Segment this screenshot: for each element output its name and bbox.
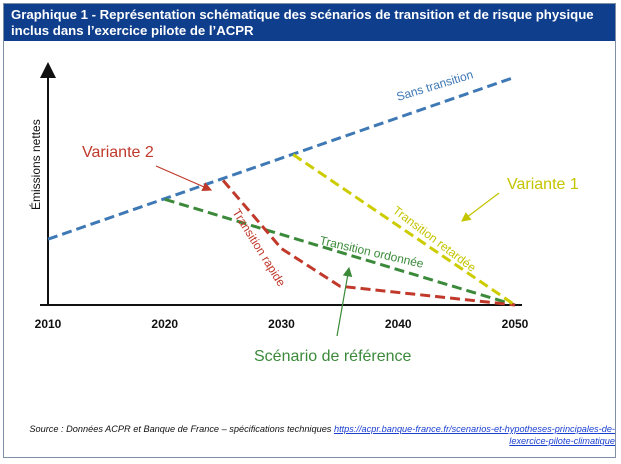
x-tick-label-2020: 2020 xyxy=(151,317,178,331)
figure-frame: Graphique 1 - Représentation schématique… xyxy=(3,3,616,458)
x-tick-label-2030: 2030 xyxy=(268,317,295,331)
series-line-transition-retard-e xyxy=(292,153,516,307)
source-prefix: Source : Données ACPR et Banque de Franc… xyxy=(29,424,334,434)
x-tick-label-2040: 2040 xyxy=(385,317,412,331)
arrow-variante-1 xyxy=(461,192,500,222)
source-note: Source : Données ACPR et Banque de Franc… xyxy=(22,423,615,447)
figure-title: Graphique 1 - Représentation schématique… xyxy=(11,7,594,38)
annotation-variante-1: Variante 1 xyxy=(507,176,579,193)
arrow-variante-2 xyxy=(155,165,213,192)
annotation-scenario-reference: Scénario de référence xyxy=(254,348,412,365)
arrow-scenario-reference xyxy=(336,266,353,337)
x-tick-label-2050: 2050 xyxy=(502,317,529,331)
label-sans-transition: Sans transition xyxy=(395,67,475,104)
source-link[interactable]: https://acpr.banque-france.fr/scenarios-… xyxy=(333,424,615,446)
x-tick-label-2010: 2010 xyxy=(35,317,62,331)
series-layer xyxy=(47,75,516,307)
x-tick-labels: 2010 2020 2030 2040 2050 xyxy=(35,317,529,331)
series-line-sans-transition xyxy=(47,75,516,241)
y-axis-label: Émissions nettes xyxy=(28,119,43,210)
figure-header: Graphique 1 - Représentation schématique… xyxy=(4,4,615,41)
annotation-variante-2: Variante 2 xyxy=(82,144,154,161)
label-transition-rapide: Transition rapide xyxy=(229,206,288,289)
series-line-transition-rapide xyxy=(221,179,516,307)
series-line-transition-ordonn-e xyxy=(164,197,516,307)
label-transition-ordonnee: Transition ordonnée xyxy=(318,233,425,271)
